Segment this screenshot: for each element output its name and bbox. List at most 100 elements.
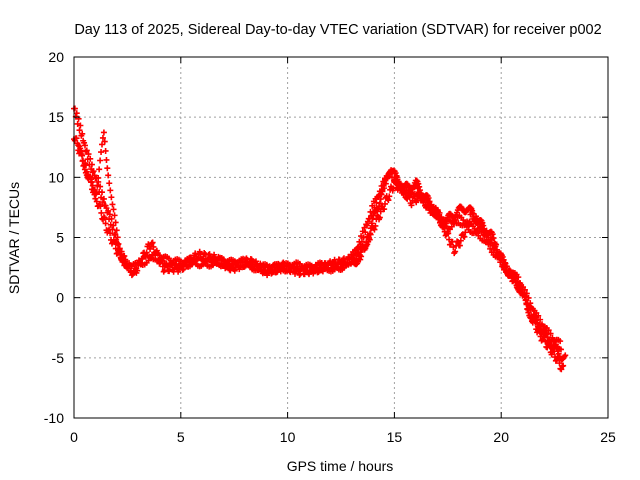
data-point (380, 182, 387, 189)
data-point (558, 366, 565, 373)
data-point (179, 266, 186, 273)
data-point (209, 258, 216, 265)
data-point (113, 227, 120, 234)
data-point (103, 156, 110, 163)
data-point (159, 257, 166, 264)
data-point (312, 261, 319, 268)
data-point (371, 226, 378, 233)
data-point (517, 283, 524, 290)
data-point (562, 352, 569, 359)
data-point (524, 305, 531, 312)
data-point (261, 263, 268, 270)
data-point (104, 165, 111, 172)
data-point (99, 199, 106, 206)
x-tick-label: 10 (280, 429, 296, 445)
data-point (395, 180, 402, 187)
data-point (192, 250, 199, 257)
data-point (461, 233, 468, 240)
y-tick-label: 10 (48, 169, 64, 185)
data-point (95, 174, 102, 181)
data-point (141, 252, 148, 259)
data-point (180, 266, 187, 273)
data-point (437, 218, 444, 225)
data-point (343, 261, 350, 268)
data-point (460, 217, 467, 224)
axis-ticks: 0 5 10 15 20 25 -10 -5 0 5 10 15 20 (44, 49, 616, 445)
data-point (88, 161, 95, 168)
data-point (134, 267, 141, 274)
data-point (340, 255, 347, 262)
data-point (101, 138, 108, 145)
data-point (465, 221, 472, 228)
data-point (547, 330, 554, 337)
data-point (76, 127, 83, 134)
data-point (129, 271, 136, 278)
data-point (406, 194, 413, 201)
data-point (161, 267, 168, 274)
data-point (150, 243, 157, 250)
data-point (80, 157, 87, 164)
data-point (499, 253, 506, 260)
data-point (506, 267, 513, 274)
data-point (248, 256, 255, 263)
data-point (101, 214, 108, 221)
data-point (426, 198, 433, 205)
data-point (268, 270, 275, 277)
data-point (106, 226, 113, 233)
x-tick-label: 15 (387, 429, 403, 445)
data-point (231, 267, 238, 274)
data-point (73, 135, 80, 142)
data-point (97, 203, 104, 210)
chart-title: Day 113 of 2025, Sidereal Day-to-day VTE… (74, 22, 601, 38)
data-point (216, 255, 223, 262)
y-tick-label: 20 (48, 49, 64, 65)
data-point (554, 347, 561, 354)
data-point (428, 205, 435, 212)
data-point (362, 229, 369, 236)
data-point (543, 331, 550, 338)
data-point (97, 157, 104, 164)
data-point (143, 249, 150, 256)
data-point (142, 253, 149, 260)
data-point (355, 258, 362, 265)
data-point (560, 362, 567, 369)
data-point (98, 209, 105, 216)
y-tick-label: 0 (56, 290, 64, 306)
data-point (100, 129, 107, 136)
data-point (79, 130, 86, 137)
x-tick-label: 5 (177, 429, 185, 445)
data-point (516, 280, 523, 287)
y-tick-label: 5 (56, 230, 64, 246)
data-point (356, 252, 363, 259)
y-tick-label: 15 (48, 109, 64, 125)
data-point (110, 206, 117, 213)
data-point (77, 145, 84, 152)
x-axis-label: GPS time / hours (287, 458, 394, 474)
data-point (108, 215, 115, 222)
data-point (511, 275, 518, 282)
data-point (379, 186, 386, 193)
data-point (462, 229, 469, 236)
data-point (501, 260, 508, 267)
data-point (425, 195, 432, 202)
data-point (372, 222, 379, 229)
data-point (544, 334, 551, 341)
data-point (117, 251, 124, 258)
data-point (368, 220, 375, 227)
data-point (138, 260, 145, 267)
data-point (284, 260, 291, 267)
data-point (413, 177, 420, 184)
data-point (80, 162, 87, 169)
data-point (102, 147, 109, 154)
data-point (75, 142, 82, 149)
data-point (416, 183, 423, 190)
data-point (107, 187, 114, 194)
data-point (367, 225, 374, 232)
data-point (121, 253, 128, 260)
data-point (475, 225, 482, 232)
data-point (222, 265, 229, 272)
data-point (112, 219, 119, 226)
data-point (427, 202, 434, 209)
data-point (491, 239, 498, 246)
data-point (122, 260, 129, 267)
